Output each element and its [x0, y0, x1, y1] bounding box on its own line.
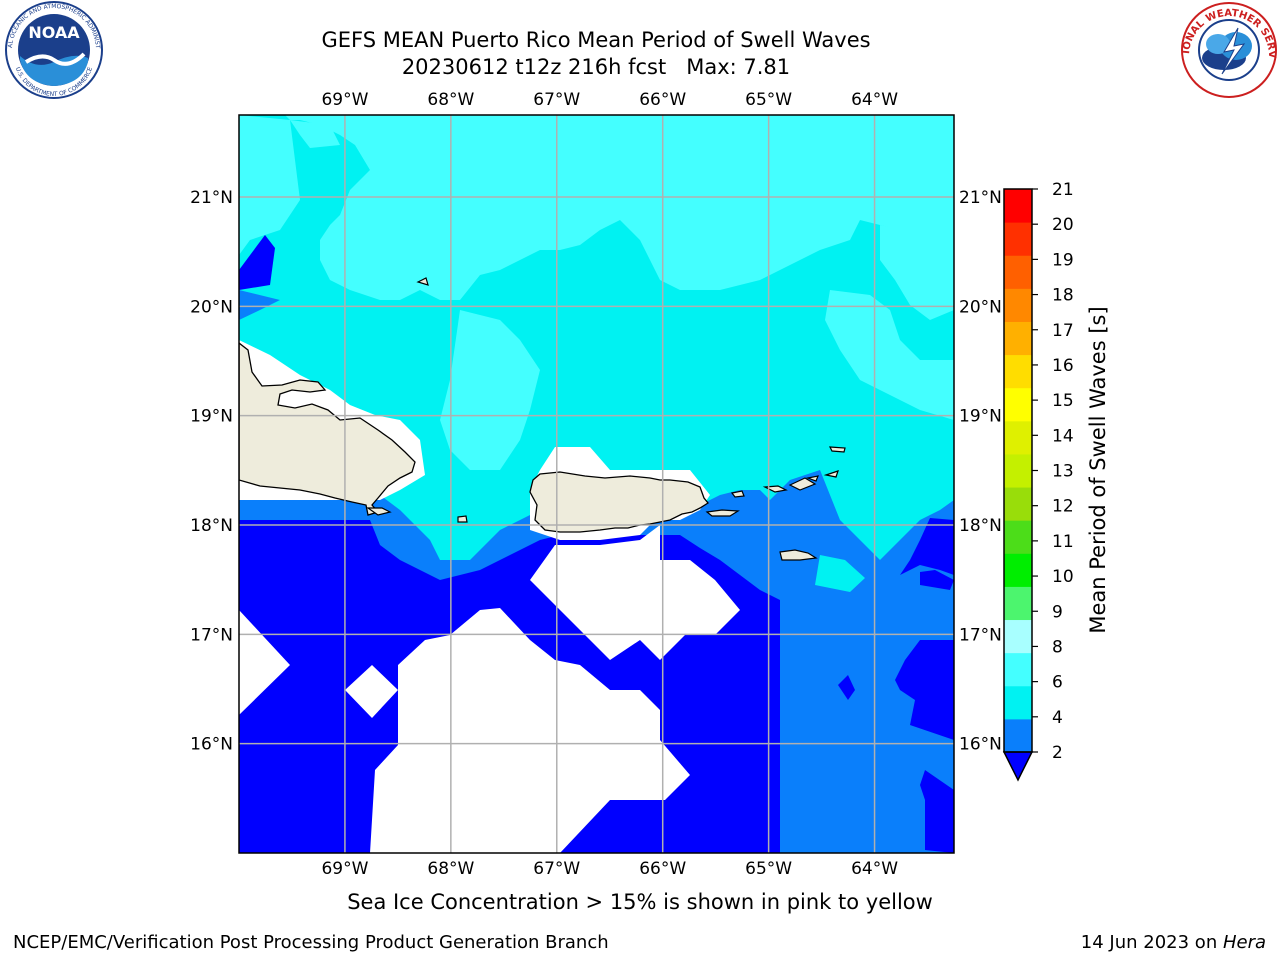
footer-org: NCEP/EMC/Verification Post Processing Pr… [13, 932, 609, 953]
colorbar-swatch [1004, 487, 1032, 521]
no-data-south [530, 525, 740, 660]
colorbar-swatch [1004, 520, 1032, 554]
colorbar-swatch [1004, 685, 1032, 720]
lon-label-top: 67°W [533, 90, 580, 110]
colorbar-swatch [1004, 718, 1032, 753]
lon-label-top: 69°W [321, 90, 368, 110]
colorbar-swatch [1004, 586, 1032, 621]
colorbar-tick-label: 2 [1052, 743, 1063, 763]
lon-label-bottom: 65°W [745, 859, 792, 879]
nws-logo: NATIONAL WEATHER SERVICE [1178, 0, 1277, 98]
lon-label-bottom: 68°W [427, 859, 474, 879]
lon-label-top: 65°W [745, 90, 792, 110]
colorbar-tick-label: 10 [1052, 567, 1074, 587]
lon-label-bottom: 66°W [639, 859, 686, 879]
lat-labels-right: 21°N 20°N 19°N 18°N 17°N 16°N [959, 188, 1002, 755]
colorbar-swatch [1004, 189, 1032, 223]
lon-labels-top: 69°W 68°W 67°W 66°W 65°W 64°W [321, 90, 898, 110]
colorbar-swatch [1004, 222, 1032, 256]
lat-label-left: 16°N [190, 735, 233, 755]
colorbar-tick-label: 15 [1052, 391, 1074, 411]
colorbar-tick-label: 12 [1052, 497, 1074, 517]
land-hispaniola [239, 342, 416, 516]
lat-labels-left: 21°N 20°N 19°N 18°N 17°N 16°N [190, 188, 233, 755]
lat-label-right: 21°N [959, 188, 1002, 208]
colorbar-swatch [1004, 354, 1032, 389]
colorbar: 2 4 6 8 9 10 11 12 13 14 15 16 17 18 19 20 21 [1002, 180, 1074, 782]
map-panel [239, 115, 954, 853]
sea-ice-note: Sea Ice Concentration > 15% is shown in … [347, 890, 933, 914]
footer-system: Hera [1222, 932, 1266, 953]
colorbar-tick-label: 9 [1052, 602, 1063, 622]
land-puerto-rico [529, 471, 709, 533]
colorbar-swatch [1004, 553, 1032, 587]
map-grid [239, 115, 954, 853]
colorbar-tick-label: 16 [1052, 356, 1074, 376]
footer-date: 14 Jun 2023 on Hera [1081, 932, 1266, 953]
colorbar-swatch [1004, 321, 1032, 356]
colorbar-swatch [1004, 288, 1032, 322]
colorbar-tick-label: 6 [1052, 673, 1063, 693]
map-subtitle-run: 20230612 t12z 216h fcst Max: 7.81 [401, 55, 791, 79]
lon-label-bottom: 67°W [533, 859, 580, 879]
lat-label-right: 17°N [959, 625, 1002, 645]
colorbar-tick-label: 20 [1052, 215, 1074, 235]
lat-label-right: 18°N [959, 516, 1002, 536]
lat-label-left: 20°N [190, 297, 233, 317]
colorbar-swatch [1004, 387, 1032, 422]
noaa-logo: NOAA NATIONAL OCEANIC AND ATMOSPHERIC AD… [2, 0, 103, 99]
colorbar-tick-label: 17 [1052, 321, 1074, 341]
colorbar-swatch [1004, 652, 1032, 687]
colorbar-tick-label: 13 [1052, 462, 1074, 482]
map-frame [238, 114, 955, 854]
map-title: GEFS MEAN Puerto Rico Mean Period of Swe… [321, 28, 871, 52]
colorbar-tick-label: 14 [1052, 426, 1074, 446]
colorbar-tick-label: 8 [1052, 637, 1063, 657]
lat-label-left: 21°N [190, 188, 233, 208]
colorbar-under-arrow [1002, 751, 1034, 782]
colorbar-swatch [1004, 420, 1032, 455]
colorbar-swatch [1004, 255, 1032, 289]
lat-label-right: 16°N [959, 735, 1002, 755]
lon-label-top: 66°W [639, 90, 686, 110]
colorbar-tick-label: 21 [1052, 180, 1074, 200]
lon-label-bottom: 64°W [851, 859, 898, 879]
lon-label-top: 68°W [427, 90, 474, 110]
lon-labels-bottom: 69°W 68°W 67°W 66°W 65°W 64°W [321, 859, 898, 879]
colorbar-tick-label: 11 [1052, 532, 1074, 552]
field-period-6-8 [239, 115, 954, 300]
colorbar-swatch [1004, 453, 1032, 488]
lat-label-right: 19°N [959, 407, 1002, 427]
lat-label-right: 20°N [959, 297, 1002, 317]
lat-label-left: 17°N [190, 625, 233, 645]
colorbar-tick-label: 4 [1052, 708, 1063, 728]
lat-label-left: 19°N [190, 407, 233, 427]
lon-label-bottom: 69°W [321, 859, 368, 879]
colorbar-tick-label: 18 [1052, 286, 1074, 306]
lat-label-left: 18°N [190, 516, 233, 536]
footer-date-text: 14 Jun 2023 on [1080, 932, 1223, 953]
noaa-logo-text: NOAA [28, 23, 80, 42]
colorbar-label: Mean Period of Swell Waves [s] [1086, 306, 1110, 633]
colorbar-swatch [1004, 619, 1032, 654]
lon-label-top: 64°W [851, 90, 898, 110]
colorbar-tick-label: 19 [1052, 250, 1074, 270]
